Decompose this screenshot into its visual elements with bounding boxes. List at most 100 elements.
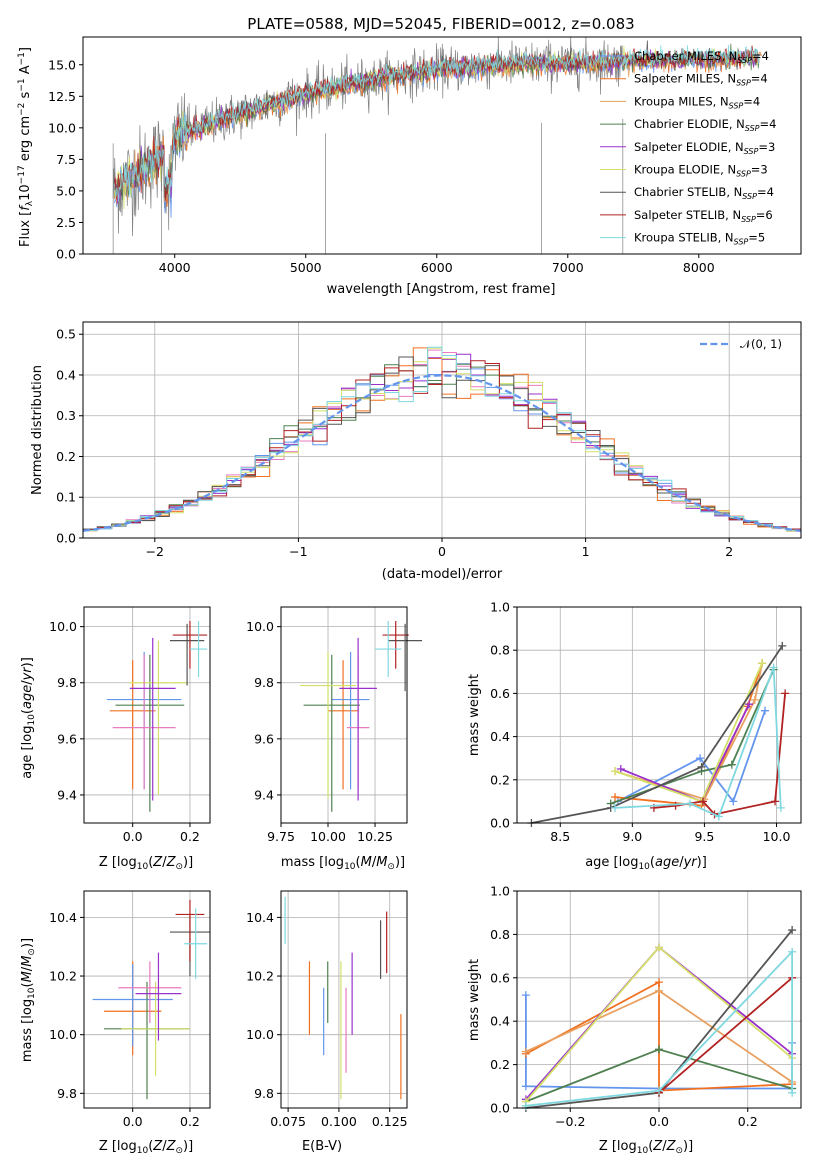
weight-age-series-line <box>617 710 766 804</box>
residual-ytick-label: 0.1 <box>56 490 76 505</box>
mass-z-ytick-label: 10.0 <box>49 1027 77 1042</box>
age-z-ylabel: age [log10(age/yr)] <box>20 657 37 779</box>
legend-label: Kroupa ELODIE, NSSP=3 <box>634 163 768 179</box>
weight-age-point-marker <box>750 695 759 704</box>
mass-z-ytick-label: 10.2 <box>49 969 77 984</box>
weight-age-point-marker <box>760 706 769 715</box>
weight-age-xlabel: age [log10(age/yr)] <box>585 855 707 872</box>
spectrum-ylabel: Flux [fλ10−17 erg cm−2 s−1 A−1] <box>17 47 35 247</box>
weight-z-ytick-label: 0.4 <box>490 1014 510 1029</box>
residual-xtick-label: 0 <box>438 544 446 559</box>
weight-z-point-marker <box>788 926 797 935</box>
weight-z-point-marker <box>655 1086 663 1095</box>
weight-age-point-marker <box>685 799 694 808</box>
weight-z-point-marker <box>521 991 530 1000</box>
weight-z-ytick-label: 0.6 <box>490 970 510 985</box>
age-mass-ytick-label: 9.8 <box>254 675 274 690</box>
weight-z-frame <box>516 890 802 1109</box>
mass-weight-vs-metallicity-panel: −0.2 0.0 0.2 0.0 0.2 0.4 0.6 0.8 1.0 <box>490 884 802 1129</box>
spectrum-ytick-label: 5.0 <box>56 183 76 198</box>
age-z-ytick-label: 9.6 <box>57 731 77 746</box>
spectrum-ticks: 4000 5000 6000 7000 8000 0.0 2.5 5.0 7.5 10.0 12.5… <box>48 57 715 275</box>
residual-xlabel: (data-model)/error <box>382 567 503 582</box>
age-mass-xtick-label: 10.00 <box>310 829 346 844</box>
weight-z-xtick-label: 0.0 <box>649 1114 669 1129</box>
weight-age-point-marker <box>781 689 790 698</box>
weight-age-ytick-label: 0.0 <box>490 816 510 831</box>
mass-ebv-ytick-label: 10.0 <box>246 1027 274 1042</box>
residual-legend: 𝒩(0, 1) <box>700 337 782 351</box>
mass-z-ytick-label: 10.4 <box>49 910 77 925</box>
weight-age-point-marker <box>771 797 780 806</box>
spectrum-frame <box>82 36 802 255</box>
spectrum-panel: 4000 5000 6000 7000 8000 0.0 2.5 5.0 7.5 10.0 12.5… <box>17 36 802 297</box>
mass-ebv-frame <box>280 890 408 1109</box>
residual-ytick-label: 0.4 <box>56 367 76 382</box>
age-mass-frame <box>280 606 408 824</box>
weight-z-xlabel: Z [log10(Z/Z⊙)] <box>599 1139 693 1156</box>
legend-label: Chabrier STELIB, NSSP=4 <box>634 185 774 201</box>
normal-curve <box>82 374 802 532</box>
mass-z-ytick-label: 9.8 <box>57 1086 77 1101</box>
weight-z-xtick-label: −0.2 <box>555 1114 585 1129</box>
weight-age-xtick-label: 9.0 <box>622 829 642 844</box>
residual-xtick-label: 1 <box>582 544 590 559</box>
mass-ebv-xlabel: E(B-V) <box>302 1139 342 1154</box>
residual-ytick-label: 0.5 <box>56 327 76 342</box>
residual-frame <box>82 321 802 539</box>
age-vs-metallicity-panel: 0.0 0.2 9.4 9.6 9.8 10.0 <box>49 606 211 844</box>
weight-age-ytick-label: 1.0 <box>490 600 510 615</box>
spectrum-title: PLATE=0588, MJD=52045, FIBERID=0012, z=0… <box>247 15 634 33</box>
legend-label: Kroupa STELIB, NSSP=5 <box>634 231 765 247</box>
age-z-ytick-label: 9.4 <box>57 787 77 802</box>
weight-age-ytick-label: 0.4 <box>490 729 510 744</box>
legend-label: Kroupa MILES, NSSP=4 <box>634 94 760 110</box>
weight-age-point-marker <box>698 797 707 806</box>
spectrum-ytick-label: 12.5 <box>48 89 76 104</box>
weight-age-point-marker <box>611 767 620 776</box>
legend-label: Salpeter ELODIE, NSSP=3 <box>634 140 775 156</box>
weight-z-point-marker <box>521 1082 530 1091</box>
age-mass-xtick-label: 9.75 <box>267 829 295 844</box>
weight-z-point-marker <box>788 947 797 956</box>
mass-z-xtick-label: 0.2 <box>180 1114 200 1129</box>
weight-z-point-marker <box>655 1045 663 1054</box>
model-spectrum <box>114 44 760 202</box>
mass-ebv-ytick-label: 10.2 <box>246 969 274 984</box>
weight-age-point-marker <box>778 641 787 650</box>
weight-z-point-marker <box>655 978 663 987</box>
weight-z-point-marker <box>655 943 663 952</box>
weight-age-xtick-label: 9.5 <box>694 829 714 844</box>
mass-ebv-xtick-label: 0.100 <box>321 1114 357 1129</box>
weight-z-series-line <box>658 977 793 1094</box>
spectrum-xtick-label: 8000 <box>683 260 715 275</box>
residual-ylabel: Normed distribution <box>30 365 45 495</box>
weight-z-series-line <box>525 949 793 1107</box>
spectrum-xtick-label: 7000 <box>552 260 584 275</box>
age-mass-xtick-label: 10.25 <box>357 829 393 844</box>
spectrum-xlabel: wavelength [Angstrom, rest frame] <box>327 282 556 297</box>
residual-xtick-label: −1 <box>289 544 307 559</box>
spectrum-xtick-label: 6000 <box>421 260 453 275</box>
age-z-xlabel: Z [log10(Z/Z⊙)] <box>99 855 193 872</box>
weight-z-ytick-label: 1.0 <box>490 884 510 899</box>
weight-age-point-marker <box>776 803 785 812</box>
normal-legend-label: 𝒩(0, 1) <box>740 337 782 351</box>
weight-age-ylabel: mass weight <box>467 674 482 756</box>
residual-xtick-label: 2 <box>725 544 733 559</box>
weight-age-ytick-label: 0.2 <box>490 772 510 787</box>
weight-age-point-marker <box>611 793 620 802</box>
weight-age-point-marker <box>745 700 754 709</box>
spectrum-ytick-label: 10.0 <box>48 120 76 135</box>
residual-xtick-label: −2 <box>146 544 164 559</box>
legend-label: Salpeter STELIB, NSSP=6 <box>634 208 773 224</box>
weight-z-xtick-label: 0.2 <box>738 1114 758 1129</box>
legend-label: Salpeter MILES, NSSP=4 <box>634 72 768 88</box>
weight-z-point-marker <box>521 1047 530 1056</box>
mass-ebv-ytick-label: 10.4 <box>246 910 274 925</box>
weight-z-series-line <box>525 980 793 1092</box>
residual-ytick-label: 0.3 <box>56 408 76 423</box>
mass-z-frame <box>83 890 211 1109</box>
residual-plot-area <box>82 346 802 532</box>
